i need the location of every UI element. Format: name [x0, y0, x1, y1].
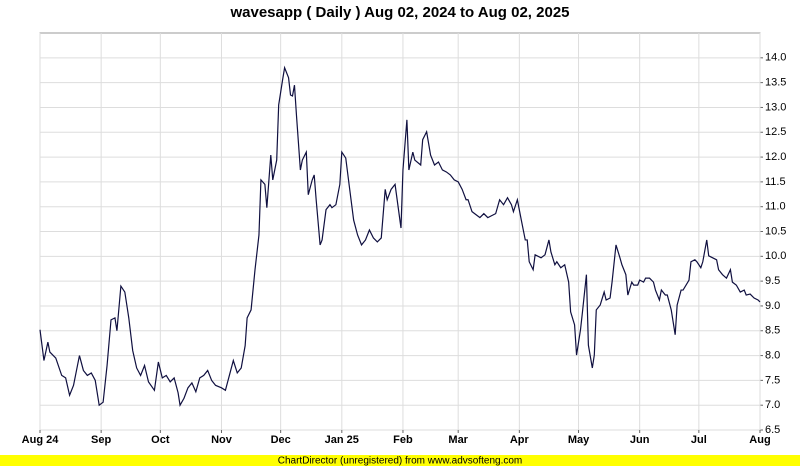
x-tick-label: Jan 25	[325, 434, 359, 446]
price-line	[39, 65, 761, 407]
footer-band	[0, 455, 800, 466]
x-tick-label: Sep	[91, 434, 111, 446]
x-tick-label: Apr	[510, 434, 530, 446]
y-tick-label: 8.0	[765, 349, 780, 361]
y-tick-label: 13.0	[765, 101, 786, 113]
y-tick-label: 11.0	[765, 201, 786, 213]
y-tick-label: 12.0	[765, 151, 786, 163]
y-tick-label: 14.0	[765, 52, 786, 64]
x-tick-label: Nov	[211, 434, 233, 446]
x-tick-label: Mar	[448, 434, 468, 446]
y-tick-label: 12.5	[765, 126, 786, 138]
y-tick-label: 9.5	[765, 275, 780, 287]
y-tick-label: 6.5	[765, 424, 780, 436]
x-tick-label: Jun	[630, 434, 650, 446]
y-tick-label: 10.0	[765, 250, 786, 262]
x-tick-label: Feb	[393, 434, 413, 446]
y-tick-label: 10.5	[765, 225, 786, 237]
y-tick-label: 8.5	[765, 325, 780, 337]
footer: ChartDirector (unregistered) from www.ad…	[278, 456, 523, 466]
x-tick-label: Aug 24	[22, 434, 60, 446]
x-tick-label: Dec	[271, 434, 291, 446]
y-tick-label: 9.0	[765, 300, 780, 312]
y-tick-label: 13.5	[765, 77, 786, 89]
y-tick-label: 7.0	[765, 399, 780, 411]
x-tick-label: Aug	[749, 434, 770, 446]
x-tick-label: May	[568, 434, 590, 446]
chart-title: wavesapp ( Daily ) Aug 02, 2024 to Aug 0…	[229, 4, 569, 21]
y-tick-label: 11.5	[765, 176, 786, 188]
y-tick-label: 7.5	[765, 374, 780, 386]
x-tick-label: Jul	[691, 434, 707, 446]
x-tick-label: Oct	[151, 434, 170, 446]
